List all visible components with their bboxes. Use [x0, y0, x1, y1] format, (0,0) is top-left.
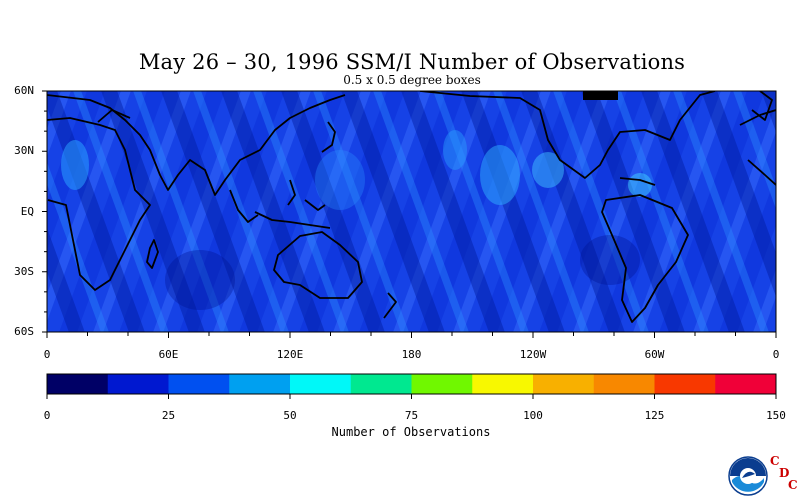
cdc-letter-c2: C [788, 478, 798, 492]
missing-data-patch [583, 91, 618, 100]
colorbar-segment [411, 374, 473, 394]
colorbar-segment [290, 374, 352, 394]
lat-label: 60N [14, 84, 34, 97]
colorbar-title: Number of Observations [331, 425, 491, 439]
colorbar-segment [715, 374, 777, 394]
lon-ticks [46, 332, 777, 338]
colorbar-segment [168, 374, 230, 394]
map-field [47, 91, 776, 332]
lon-label: 120W [519, 348, 547, 361]
colorbar-segment [472, 374, 534, 394]
noaa-logo [728, 456, 768, 496]
lat-label: 30S [14, 264, 34, 278]
lon-label: 180 [401, 348, 422, 361]
colorbar-segment [533, 374, 595, 394]
lon-label: 60E [158, 348, 179, 361]
cdc-logo: C D C [768, 452, 800, 496]
colorbar-tick-label: 75 [404, 409, 419, 422]
lon-label: 120E [276, 348, 304, 361]
map-subtitle: 0.5 x 0.5 degree boxes [343, 73, 481, 87]
cdc-letter-c1: C [770, 454, 780, 468]
colorbar-segment [107, 374, 169, 394]
colorbar-tick-label: 50 [283, 409, 297, 422]
lon-label: 0 [43, 348, 51, 361]
lat-ticks [42, 90, 47, 333]
lat-label: 30N [14, 144, 34, 158]
cdc-letter-d: D [779, 466, 790, 480]
colorbar-tick-label: 25 [161, 409, 176, 422]
coastlines [47, 91, 776, 323]
colorbar-tick-label: 150 [766, 409, 786, 422]
lon-label: 60W [644, 348, 665, 361]
colorbar [46, 373, 777, 399]
lat-label: 60S [14, 325, 34, 338]
colorbar-tick-label: 125 [644, 409, 665, 422]
colorbar-segment [229, 374, 291, 394]
colorbar-segment [654, 374, 716, 394]
lon-label: 0 [772, 348, 780, 361]
colorbar-segment [350, 374, 412, 394]
colorbar-tick-label: 100 [523, 409, 543, 422]
lat-label: EQ [20, 204, 34, 218]
colorbar-segment [593, 374, 655, 394]
colorbar-segment [47, 374, 109, 394]
map-title: May 26 – 30, 1996 SSM/I Number of Observ… [138, 50, 686, 74]
colorbar-tick-label: 0 [43, 409, 51, 422]
